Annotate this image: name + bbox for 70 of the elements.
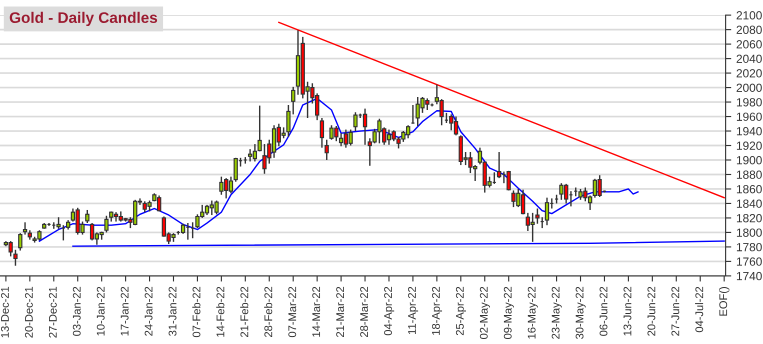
y-tick-label: 1920 [736, 142, 762, 150]
candlestick [28, 230, 32, 240]
x-tick-label: 28-Mar-22 [360, 286, 368, 337]
candlestick [291, 86, 296, 116]
x-tick-label: 04-Jul-22 [695, 286, 704, 332]
x-tick-label: 16-May-22 [528, 286, 538, 339]
x-tick-label: 13-Jun-22 [624, 286, 632, 336]
x-tick-label: 28-Feb-22 [264, 286, 272, 338]
x-tick-label: 31-Jan-22 [168, 286, 176, 336]
x-tick-label: 09-May-22 [504, 286, 514, 339]
x-tick-label: 14-Feb-22 [216, 286, 224, 337]
candlestick [324, 139, 329, 161]
y-tick-label: 1820 [736, 214, 762, 222]
x-tick-label: 18-Apr-22 [432, 286, 442, 335]
x-tick-label: 03-Jan-22 [72, 286, 81, 336]
x-tick-label: 07-Mar-22 [288, 286, 296, 338]
x-tick-label: 07-Feb-22 [192, 286, 200, 338]
y-tick-label: 2100 [736, 11, 762, 20]
candlestick [56, 216, 61, 230]
x-tick-label: 24-Jan-22 [144, 286, 153, 336]
y-tick-label: 2000 [736, 84, 762, 92]
y-tick-label: 1840 [736, 199, 762, 208]
candlestick [320, 117, 324, 148]
x-tick-label: 20-Dec-21 [24, 286, 33, 338]
candlestick [258, 104, 262, 152]
x-tick-label: 13-Dec-21 [1, 286, 9, 338]
x-tick-label: 21-Feb-22 [240, 286, 248, 338]
y-tick-label: 1760 [736, 257, 762, 266]
y-tick-label: 1940 [736, 127, 762, 136]
candlestick [180, 223, 186, 235]
candlestick [18, 232, 22, 252]
y-tick-label: 2020 [736, 69, 762, 78]
x-tick-label: 27-Dec-21 [48, 286, 57, 338]
x-tick-label: 20-Jun-22 [647, 286, 656, 336]
x-tick-label: 11-Apr-22 [408, 286, 418, 334]
y-tick-label: 1740 [736, 272, 762, 280]
candlestick [506, 170, 511, 192]
x-tick-label: 17-Jan-22 [120, 286, 129, 336]
x-tick-label: 04-Apr-22 [384, 286, 394, 336]
candlestick [496, 151, 502, 179]
candlestick [13, 249, 18, 266]
candlestick [234, 157, 238, 182]
x-tick-label: 14-Mar-22 [312, 286, 320, 337]
y-tick-label: 2040 [736, 54, 762, 63]
x-tick-label: EOF() [719, 286, 730, 316]
candlestick [66, 219, 70, 230]
candlestick [544, 196, 550, 226]
y-tick-label: 1980 [736, 98, 762, 106]
x-tick-label: 21-Mar-22 [336, 286, 344, 337]
x-tick-label: 06-Jun-22 [600, 286, 608, 336]
y-tick-label: 1860 [736, 185, 762, 194]
candlestick [353, 112, 358, 132]
chart-title: Gold - Daily Candles [10, 12, 158, 26]
y-tick-label: 1960 [736, 112, 762, 121]
x-tick-label: 25-Apr-22 [456, 286, 466, 336]
x-tick-label: 10-Jan-22 [96, 286, 105, 336]
y-tick-label: 1880 [736, 170, 762, 179]
x-tick-label: 30-May-22 [576, 286, 586, 339]
candlestick [362, 108, 368, 146]
y-tick-label: 2060 [736, 40, 762, 48]
x-tick-label: 23-May-22 [552, 286, 562, 339]
candlestick [85, 209, 90, 224]
x-tick-label: 27-Jun-22 [671, 286, 680, 336]
y-tick-label: 2080 [736, 26, 762, 34]
x-tick-label: 02-May-22 [480, 286, 490, 339]
y-tick-label: 1780 [736, 242, 762, 252]
candlestick [104, 215, 109, 234]
candlestick [22, 222, 28, 236]
y-tick-label: 1900 [736, 156, 762, 164]
y-tick-label: 1800 [736, 228, 762, 237]
